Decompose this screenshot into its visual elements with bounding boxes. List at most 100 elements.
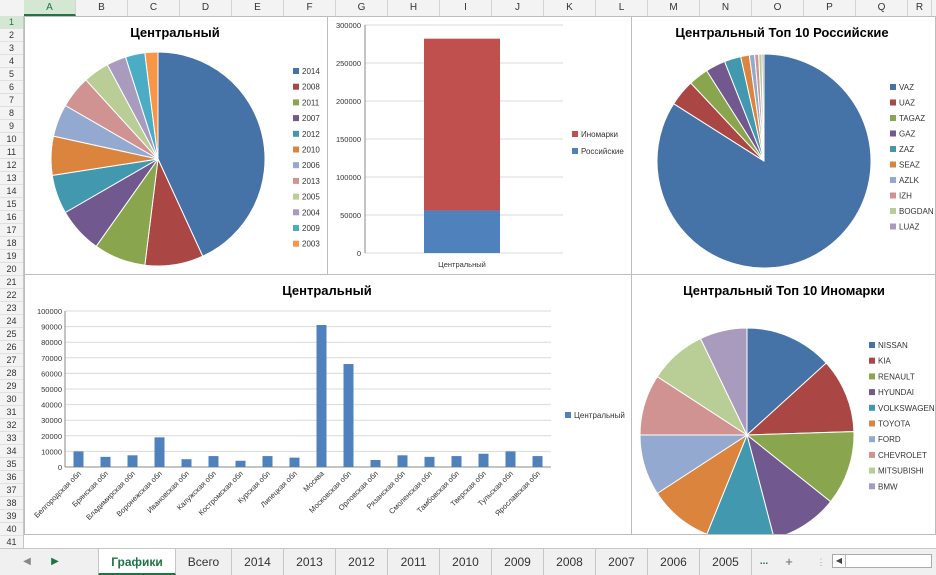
column-header-J[interactable]: J — [492, 0, 544, 16]
add-sheet-icon[interactable]: + — [785, 554, 793, 569]
row-header-17[interactable]: 17 — [0, 224, 23, 237]
more-sheets-indicator[interactable]: ... — [759, 556, 769, 567]
row-header-30[interactable]: 30 — [0, 393, 23, 406]
chart-pie-top10-russian[interactable]: Центральный Топ 10 Российские VAZ UAZ TAGAZ… — [631, 16, 936, 275]
row-header-12[interactable]: 12 — [0, 159, 23, 172]
row-header-27[interactable]: 27 — [0, 354, 23, 367]
row-header-39[interactable]: 39 — [0, 510, 23, 523]
bar — [451, 456, 462, 467]
legend-swatch — [293, 193, 299, 200]
y-tick-label: 70000 — [41, 354, 62, 363]
chart-pie-top10-foreign[interactable]: Центральный Топ 10 Иномарки NISSAN KIA RENA… — [631, 274, 936, 535]
column-header-D[interactable]: D — [180, 0, 232, 16]
column-header-Q[interactable]: Q — [856, 0, 908, 16]
row-header-8[interactable]: 8 — [0, 107, 23, 120]
row-header-32[interactable]: 32 — [0, 419, 23, 432]
column-header-P[interactable]: P — [804, 0, 856, 16]
row-header-34[interactable]: 34 — [0, 445, 23, 458]
split-handle-icon[interactable]: ⋮ — [816, 557, 826, 567]
scroll-left-arrow-icon[interactable]: ◀ — [833, 555, 846, 567]
row-header-18[interactable]: 18 — [0, 237, 23, 250]
sheet-tab[interactable]: 2011 — [388, 549, 440, 575]
column-header-H[interactable]: H — [388, 0, 440, 16]
sheet-tab[interactable]: 2006 — [648, 549, 700, 575]
row-header-6[interactable]: 6 — [0, 81, 23, 94]
row-header-35[interactable]: 35 — [0, 458, 23, 471]
bar — [532, 456, 543, 467]
chart-stacked-bar-central[interactable]: 0 50000 100000 150000 200000 250000 300000 Цент… — [327, 16, 632, 275]
sheet-tab[interactable]: Всего — [176, 549, 232, 575]
sheet-tab[interactable]: 2009 — [492, 549, 544, 575]
row-header-40[interactable]: 40 — [0, 523, 23, 536]
worksheet-grid[interactable]: Центральный 2014 2008 2011 2007 2012 2010 2006 2… — [24, 16, 936, 548]
row-header-28[interactable]: 28 — [0, 367, 23, 380]
row-header-14[interactable]: 14 — [0, 185, 23, 198]
bar — [424, 456, 435, 467]
pie-chart-svg: Центральный 2014 2008 2011 2007 2012 2010 2006 2… — [50, 25, 320, 267]
row-header-24[interactable]: 24 — [0, 315, 23, 328]
row-header-36[interactable]: 36 — [0, 471, 23, 484]
bar — [73, 451, 84, 467]
sheet-tab[interactable]: Графики — [98, 549, 176, 575]
tab-scroll-right-icon[interactable]: ▶ — [51, 556, 59, 567]
legend-swatch — [572, 131, 578, 137]
row-header-11[interactable]: 11 — [0, 146, 23, 159]
row-header-29[interactable]: 29 — [0, 380, 23, 393]
row-header-16[interactable]: 16 — [0, 211, 23, 224]
tab-scroll-left-icon[interactable]: ◀ — [23, 556, 31, 567]
row-header-1[interactable]: 1 — [0, 16, 23, 29]
sheet-tab[interactable]: 2008 — [544, 549, 596, 575]
sheet-tab[interactable]: 2013 — [284, 549, 336, 575]
column-header-E[interactable]: E — [232, 0, 284, 16]
row-header-9[interactable]: 9 — [0, 120, 23, 133]
row-header-10[interactable]: 10 — [0, 133, 23, 146]
column-header-F[interactable]: F — [284, 0, 336, 16]
legend-swatch — [565, 412, 571, 418]
column-header-I[interactable]: I — [440, 0, 492, 16]
column-header-R[interactable]: R — [908, 0, 932, 16]
column-header-M[interactable]: M — [648, 0, 700, 16]
row-header-38[interactable]: 38 — [0, 497, 23, 510]
column-header-B[interactable]: B — [76, 0, 128, 16]
row-header-13[interactable]: 13 — [0, 172, 23, 185]
row-header-20[interactable]: 20 — [0, 263, 23, 276]
legend-label: 2006 — [302, 161, 320, 170]
row-header-5[interactable]: 5 — [0, 68, 23, 81]
horizontal-scrollbar[interactable]: ◀ — [832, 554, 932, 568]
legend-swatch — [890, 146, 896, 152]
row-header-33[interactable]: 33 — [0, 432, 23, 445]
y-tick-label: 20000 — [41, 432, 62, 441]
row-header-25[interactable]: 25 — [0, 328, 23, 341]
legend-swatch — [869, 467, 875, 474]
legend-swatch — [293, 240, 299, 247]
chart-pie-central-years[interactable]: Центральный 2014 2008 2011 2007 2012 2010 2006 2… — [24, 16, 328, 275]
column-header-K[interactable]: K — [544, 0, 596, 16]
sheet-tab[interactable]: 2010 — [440, 549, 492, 575]
column-header-C[interactable]: C — [128, 0, 180, 16]
row-header-21[interactable]: 21 — [0, 276, 23, 289]
y-tick-label: 0 — [357, 249, 361, 258]
sheet-tab[interactable]: 2005 — [700, 549, 752, 575]
row-header-7[interactable]: 7 — [0, 94, 23, 107]
sheet-tab[interactable]: 2014 — [232, 549, 284, 575]
column-header-O[interactable]: O — [752, 0, 804, 16]
row-header-19[interactable]: 19 — [0, 250, 23, 263]
row-header-26[interactable]: 26 — [0, 341, 23, 354]
sheet-tab[interactable]: 2012 — [336, 549, 388, 575]
row-header-23[interactable]: 23 — [0, 302, 23, 315]
chart-bar-central-regions[interactable]: Центральный 0 10000 20000 30000 40000 50000 600… — [24, 274, 632, 535]
legend-label: 2010 — [302, 146, 320, 155]
sheet-tab[interactable]: 2007 — [596, 549, 648, 575]
column-header-N[interactable]: N — [700, 0, 752, 16]
column-header-G[interactable]: G — [336, 0, 388, 16]
row-header-4[interactable]: 4 — [0, 55, 23, 68]
legend-swatch — [890, 177, 896, 183]
row-header-3[interactable]: 3 — [0, 42, 23, 55]
row-header-22[interactable]: 22 — [0, 289, 23, 302]
column-header-A[interactable]: A — [24, 0, 76, 16]
row-header-37[interactable]: 37 — [0, 484, 23, 497]
row-header-15[interactable]: 15 — [0, 198, 23, 211]
row-header-2[interactable]: 2 — [0, 29, 23, 42]
row-header-31[interactable]: 31 — [0, 406, 23, 419]
column-header-L[interactable]: L — [596, 0, 648, 16]
